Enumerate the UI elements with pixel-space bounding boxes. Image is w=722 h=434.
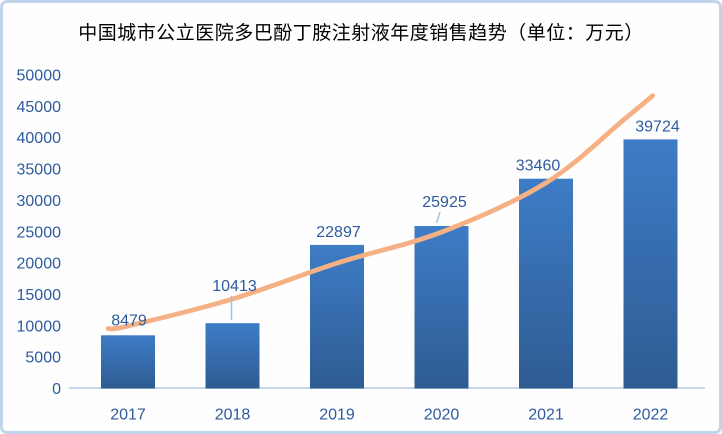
chart-title: 中国城市公立医院多巴酚丁胺注射液年度销售趋势（单位：万元）	[78, 23, 644, 44]
data-label-2019: 22897	[316, 224, 361, 241]
bar-2020	[414, 226, 469, 389]
y-tick-label-5000: 5000	[25, 350, 61, 367]
data-label-2021: 33460	[516, 158, 561, 175]
y-tick-label-35000: 35000	[17, 162, 62, 179]
bar-2017	[101, 335, 155, 389]
data-label-2020: 25925	[422, 194, 467, 211]
bar-2019	[310, 244, 364, 389]
bar-chart-canvas: 0 5000 10000 15000 20000 25000 30000 35000 40000…	[17, 68, 705, 424]
x-tick-label-2022: 2022	[633, 407, 669, 424]
y-tick-label-20000: 20000	[17, 256, 62, 273]
bar-2021	[519, 178, 573, 389]
data-label-2022: 39724	[635, 118, 680, 135]
y-tick-label-45000: 45000	[17, 99, 62, 116]
x-tick-label-2021: 2021	[528, 407, 564, 424]
label-leader-line-2020	[435, 211, 441, 224]
x-tick-label-2020: 2020	[424, 407, 460, 424]
x-tick-label-2019: 2019	[319, 407, 355, 424]
y-tick-label-25000: 25000	[17, 224, 62, 241]
y-tick-label-40000: 40000	[17, 130, 62, 147]
data-label-2018: 10413	[212, 278, 257, 295]
x-tick-label-2017: 2017	[110, 407, 146, 424]
bar-2022	[623, 139, 678, 389]
y-tick-label-0: 0	[52, 381, 61, 398]
data-label-2017: 8479	[111, 312, 147, 329]
x-tick-label-2018: 2018	[215, 407, 251, 424]
y-tick-label-50000: 50000	[17, 68, 62, 85]
y-tick-label-10000: 10000	[17, 318, 62, 335]
bar-2018	[205, 323, 260, 389]
y-tick-label-15000: 15000	[17, 287, 62, 304]
trend-line	[105, 93, 655, 332]
y-tick-label-30000: 30000	[17, 193, 62, 210]
